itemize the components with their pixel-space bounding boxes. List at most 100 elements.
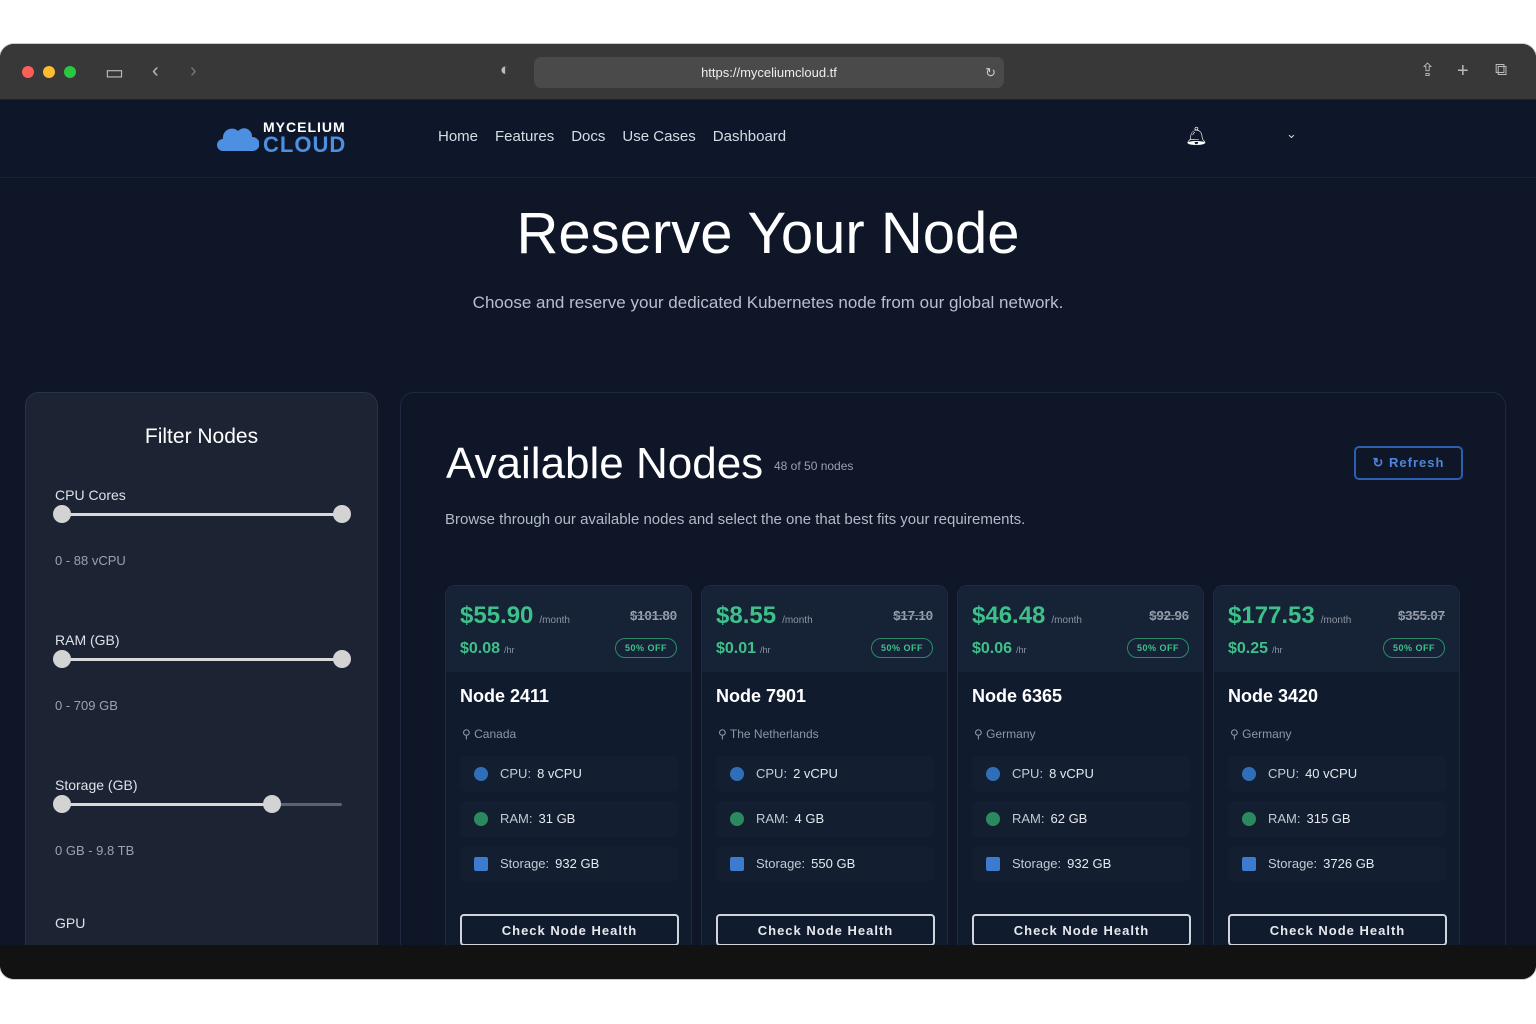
per-hr-label: /hr	[504, 645, 515, 655]
slider-min-thumb[interactable]	[53, 505, 71, 523]
check-node-health-button[interactable]: Check Node Health	[716, 914, 935, 945]
filter-value: 0 - 88 vCPU	[55, 553, 126, 568]
ram-spec: RAM: 31 GB	[460, 801, 678, 837]
spec-value: 932 GB	[1067, 856, 1112, 871]
refresh-icon: ↻	[1372, 455, 1385, 470]
nav-docs[interactable]: Docs	[571, 128, 606, 145]
storage-spec: Storage: 932 GB	[972, 846, 1190, 882]
gpu-label: GPU	[55, 915, 86, 931]
slider-max-thumb[interactable]	[333, 650, 351, 668]
slider-max-thumb[interactable]	[263, 795, 281, 813]
new-tab-icon[interactable]: +	[1457, 60, 1469, 82]
slider-max-thumb[interactable]	[333, 505, 351, 523]
monthly-price: $55.90/month	[460, 602, 570, 630]
spec-value: 62 GB	[1050, 811, 1088, 826]
price-value: $46.48	[972, 602, 1046, 629]
cpu-icon	[730, 767, 744, 781]
per-hr-label: /hr	[760, 645, 771, 655]
page: MYCELIUM CLOUD Home Features Docs Use Cas…	[0, 100, 1536, 945]
per-month-label: /month	[1320, 615, 1352, 626]
range-slider[interactable]	[53, 795, 342, 813]
storage-icon	[1242, 857, 1256, 871]
minimize-window-button[interactable]	[43, 66, 55, 78]
browser-window: ▭ ‹ › ◐ https://myceliumcloud.tf ↻ ⇪ + ⧉ …	[0, 44, 1536, 979]
monthly-price: $177.53/month	[1228, 602, 1351, 630]
nodes-panel: Available Nodes 48 of 50 nodes ↻ Refresh…	[400, 392, 1506, 945]
node-location: ⚲ Germany	[974, 727, 1036, 741]
tabs-overview-icon[interactable]: ⧉	[1495, 60, 1508, 79]
price-header: $55.90/month $101.80 $0.08/hr 50% OFF	[446, 586, 691, 672]
price-header: $8.55/month $17.10 $0.01/hr 50% OFF	[702, 586, 947, 672]
forward-icon[interactable]: ›	[190, 60, 197, 82]
location-pin-icon: ⚲	[1230, 727, 1239, 741]
monthly-price: $46.48/month	[972, 602, 1082, 630]
ram-spec: RAM: 315 GB	[1228, 801, 1446, 837]
check-node-health-button[interactable]: Check Node Health	[972, 914, 1191, 945]
logo-bottom-text: CLOUD	[263, 132, 347, 157]
slider-fill	[62, 513, 342, 516]
reload-icon[interactable]: ↻	[985, 65, 996, 80]
per-month-label: /month	[1051, 615, 1082, 626]
chevron-down-icon[interactable]: ⌄	[1286, 126, 1297, 141]
filter-value: 0 GB - 9.8 TB	[55, 843, 135, 858]
price-header: $46.48/month $92.96 $0.06/hr 50% OFF	[958, 586, 1203, 672]
browser-bottom-bar	[0, 945, 1536, 979]
address-bar[interactable]: https://myceliumcloud.tf ↻	[534, 57, 1004, 88]
ram-icon	[730, 812, 744, 826]
range-slider[interactable]	[53, 505, 351, 523]
node-location: ⚲ The Netherlands	[718, 727, 819, 741]
nav-use-cases[interactable]: Use Cases	[622, 128, 696, 145]
filter-title: Filter Nodes	[144, 425, 259, 448]
location-text: Germany	[986, 727, 1036, 741]
nav-links: Home Features Docs Use Cases Dashboard	[438, 128, 786, 145]
per-month-label: /month	[782, 615, 813, 626]
check-node-health-button[interactable]: Check Node Health	[1228, 914, 1447, 945]
ram-icon	[474, 812, 488, 826]
slider-min-thumb[interactable]	[53, 795, 71, 813]
cpu-icon	[474, 767, 488, 781]
ram-icon	[1242, 812, 1256, 826]
original-price: $355.07	[1398, 608, 1445, 623]
logo-top-text: MYCELIUM	[263, 119, 346, 135]
filter-label: RAM (GB)	[55, 632, 120, 648]
share-icon[interactable]: ⇪	[1420, 60, 1436, 80]
node-card: $46.48/month $92.96 $0.06/hr 50% OFF Nod…	[957, 585, 1204, 945]
nav-home[interactable]: Home	[438, 128, 479, 145]
filter-label: Storage (GB)	[55, 777, 138, 793]
check-node-health-button[interactable]: Check Node Health	[460, 914, 679, 945]
top-nav: MYCELIUM CLOUD Home Features Docs Use Cas…	[0, 100, 1536, 178]
hourly-value: $0.08	[460, 640, 501, 657]
spec-label: RAM:	[500, 811, 533, 826]
spec-label: RAM:	[756, 811, 789, 826]
bell-icon[interactable]: 🔔︎	[1185, 126, 1208, 146]
ram-icon	[986, 812, 1000, 826]
range-slider[interactable]	[53, 650, 351, 668]
storage-spec: Storage: 550 GB	[716, 846, 934, 882]
slider-fill	[62, 803, 272, 806]
hourly-price: $0.01/hr	[716, 640, 771, 658]
nav-features[interactable]: Features	[495, 128, 555, 145]
original-price: $92.96	[1149, 608, 1189, 623]
nodes-title: Available Nodes	[446, 439, 764, 488]
node-location: ⚲ Germany	[1230, 727, 1292, 741]
nodes-description: Browse through our available nodes and s…	[445, 511, 1026, 528]
filter-value: 0 - 709 GB	[55, 698, 118, 713]
spec-value: 40 vCPU	[1305, 766, 1358, 781]
sidebar-toggle-icon[interactable]: ▭	[105, 62, 124, 84]
cpu-icon	[986, 767, 1000, 781]
nav-dashboard[interactable]: Dashboard	[712, 128, 787, 145]
page-title: Reserve Your Node	[516, 201, 1020, 266]
spec-value: 4 GB	[794, 811, 825, 826]
spec-value: 2 vCPU	[793, 766, 838, 781]
close-window-button[interactable]	[22, 66, 34, 78]
back-icon[interactable]: ‹	[152, 60, 159, 82]
slider-min-thumb[interactable]	[53, 650, 71, 668]
storage-icon	[730, 857, 744, 871]
cpu-icon	[1242, 767, 1256, 781]
monthly-price: $8.55/month	[716, 602, 813, 630]
logo[interactable]: MYCELIUM CLOUD	[217, 120, 346, 156]
node-name: Node 2411	[460, 686, 550, 706]
price-value: $8.55	[716, 602, 777, 629]
maximize-window-button[interactable]	[64, 66, 76, 78]
refresh-button[interactable]: ↻ Refresh	[1354, 446, 1463, 480]
